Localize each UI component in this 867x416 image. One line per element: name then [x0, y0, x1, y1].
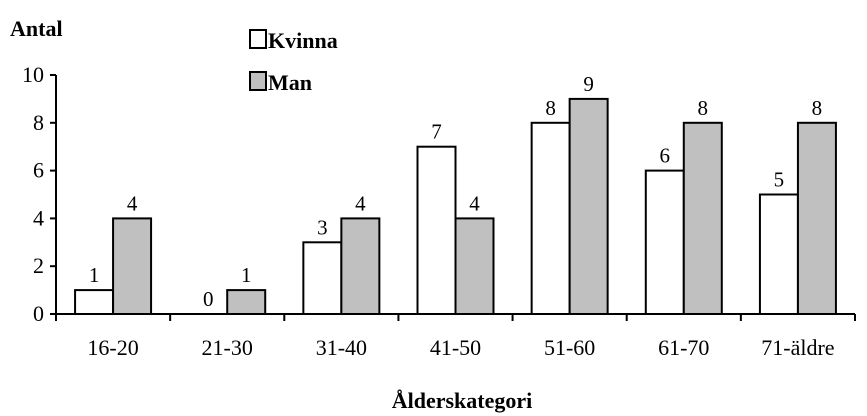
bar-kvinna-16-20	[74, 289, 115, 316]
data-label-kvinna-16-20: 1	[89, 263, 100, 287]
data-label-kvinna-61-70: 6	[660, 144, 671, 168]
y-tick-label-0: 0	[33, 301, 44, 326]
data-label-man-31-40: 4	[355, 191, 366, 215]
x-tick-label-51-60: 51-60	[544, 335, 595, 360]
legend-swatch-man	[249, 71, 267, 91]
data-label-kvinna-31-40: 3	[317, 215, 328, 239]
bar-kvinna-71-ldre	[758, 193, 799, 315]
x-tick-label-71-ldre: 71-äldre	[761, 335, 834, 360]
y-tick-label-8: 8	[33, 110, 44, 135]
data-label-kvinna-21-30: 0	[203, 287, 214, 311]
x-tick-label-21-30: 21-30	[202, 335, 253, 360]
y-tick-label-10: 10	[22, 62, 44, 87]
bar-kvinna-41-50	[416, 145, 457, 315]
bar-man-31-40	[340, 217, 381, 315]
y-tick-label-4: 4	[33, 205, 44, 230]
bar-man-51-60	[568, 97, 609, 316]
bar-kvinna-51-60	[530, 121, 571, 315]
data-label-kvinna-51-60: 8	[545, 96, 556, 120]
legend-label-man: Man	[268, 70, 312, 95]
x-tick-label-61-70: 61-70	[658, 335, 709, 360]
x-tick-label-31-40: 31-40	[316, 335, 367, 360]
data-label-man-71-ldre: 8	[812, 96, 823, 120]
bar-kvinna-61-70	[644, 169, 685, 315]
bar-man-61-70	[682, 121, 723, 315]
bar-man-41-50	[454, 217, 495, 315]
data-label-man-21-30: 1	[241, 263, 252, 287]
data-label-man-61-70: 8	[698, 96, 709, 120]
data-label-kvinna-41-50: 7	[431, 120, 442, 144]
x-tick-label-16-20: 16-20	[87, 335, 138, 360]
y-tick-label-6: 6	[33, 158, 44, 183]
y-axis-title: Antal	[10, 16, 63, 41]
legend-swatch-kvinna	[249, 29, 267, 49]
legend: Kvinna Man	[249, 28, 338, 95]
data-label-kvinna-71-ldre: 5	[774, 168, 785, 192]
data-label-man-41-50: 4	[469, 191, 480, 215]
y-tick-label-2: 2	[33, 253, 44, 278]
legend-label-kvinna: Kvinna	[268, 28, 338, 53]
x-tick-label-41-50: 41-50	[430, 335, 481, 360]
bar-man-16-20	[112, 217, 153, 315]
bar-man-71-ldre	[796, 121, 837, 315]
data-label-man-16-20: 4	[127, 191, 138, 215]
x-axis-title: Ålderskategori	[392, 388, 533, 413]
data-label-man-51-60: 9	[583, 72, 594, 96]
plot-area: 1 4 0 1 3 4 7 4 8 9 6 8 5 8 0 2 4 6 8 10 16-20 21-30 31-40 41-5…	[22, 62, 856, 360]
bar-kvinna-31-40	[302, 241, 343, 315]
bar-man-21-30	[226, 289, 267, 316]
